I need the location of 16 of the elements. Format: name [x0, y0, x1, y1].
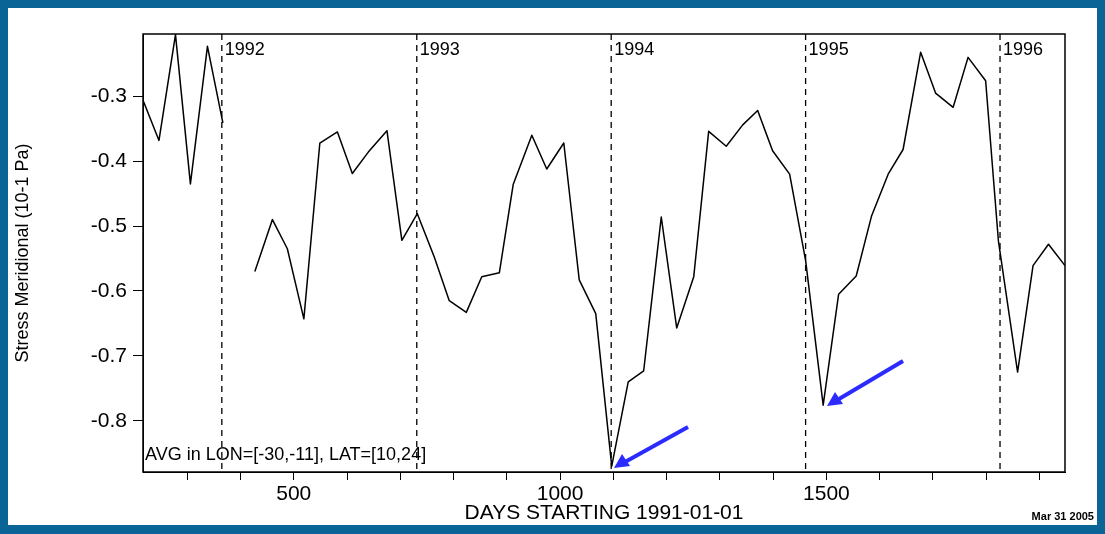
y-tick-label: -0.7	[90, 342, 127, 366]
y-axis-title: Stress Meridional (10-1 Pa)	[11, 143, 32, 363]
y-tick-label: -0.6	[90, 277, 127, 301]
annotation: AVG in LON=[-30,-11], LAT=[10,24]	[145, 443, 427, 464]
y-tick-label: -0.8	[90, 407, 127, 431]
y-tick-label: -0.3	[90, 83, 127, 107]
annotation: 1995	[808, 38, 849, 59]
annotation: 1993	[419, 38, 460, 59]
annotation: 1994	[614, 38, 655, 59]
annotation: 1996	[1003, 38, 1044, 59]
y-tick-label: -0.5	[90, 212, 127, 236]
text: Mar 31 2005	[1031, 509, 1094, 522]
x-tick-label: 1500	[803, 481, 850, 505]
y-tick-label: -0.4	[90, 147, 128, 171]
annotation: 1992	[224, 38, 265, 59]
x-tick-label: 500	[276, 481, 312, 505]
